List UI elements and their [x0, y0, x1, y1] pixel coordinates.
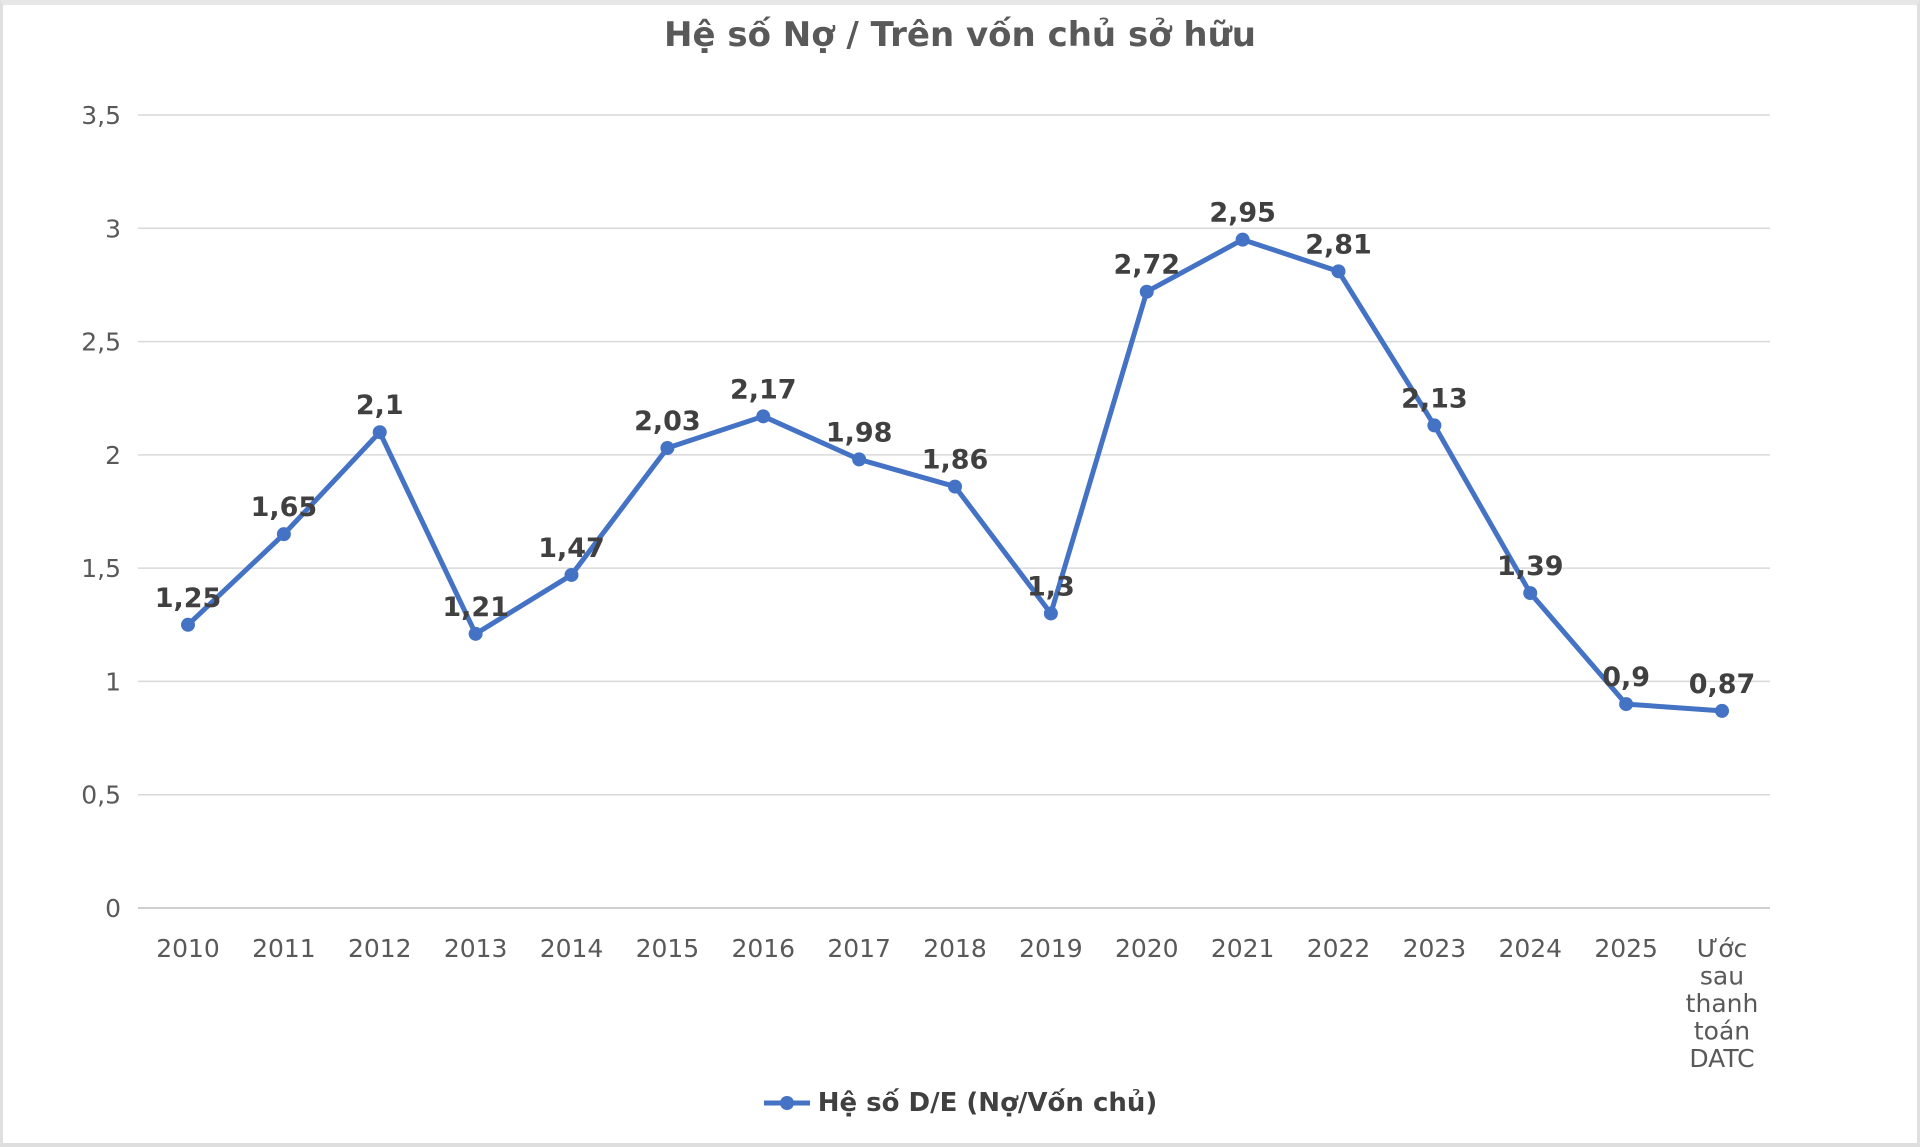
- data-point-label: 1,47: [538, 533, 605, 564]
- y-axis-tick-label: 0,5: [81, 781, 121, 810]
- x-axis-category-label: 2010: [156, 934, 220, 963]
- data-point-marker: [1715, 703, 1729, 718]
- x-axis-category-label: 2025: [1594, 934, 1658, 963]
- line-chart-plot-area: 0 0,5 1 1,5 2 2,5 3 3,5 2010 2011 2012 2013 2014 2015…: [81, 101, 1770, 1073]
- legend-dot: [779, 1096, 794, 1110]
- data-point-marker: [564, 567, 579, 582]
- data-point-marker: [372, 425, 387, 440]
- data-point-marker: [468, 626, 483, 641]
- x-axis-category-label: 2014: [540, 934, 604, 963]
- data-point-marker: [276, 527, 291, 542]
- chart-legend: Hệ số D/E (Nợ/Vốn chủ): [3, 1088, 1917, 1118]
- data-point-marker: [756, 409, 771, 424]
- x-axis-category-label: 2023: [1403, 934, 1467, 963]
- data-point-marker: [181, 617, 195, 632]
- data-point-marker: [660, 441, 675, 456]
- data-point-marker: [1523, 586, 1538, 601]
- y-axis-tick-label: 1,5: [81, 554, 121, 583]
- data-point-marker: [1427, 418, 1442, 433]
- data-point-marker: [1043, 606, 1058, 621]
- x-axis-category-label: 2022: [1307, 934, 1371, 963]
- x-axis-category-label: 2020: [1115, 934, 1179, 963]
- data-point-label: 2,81: [1305, 229, 1372, 260]
- data-point-label: 1,65: [251, 492, 318, 523]
- data-point-label: 0,9: [1602, 662, 1650, 693]
- x-axis-category-label: 2019: [1019, 934, 1083, 963]
- y-axis-tick-label: 1: [105, 667, 121, 696]
- data-point-label: 2,13: [1401, 383, 1468, 414]
- data-point-marker: [1619, 697, 1634, 712]
- x-axis-category-label: 2018: [923, 934, 987, 963]
- x-axis-category-label: 2011: [252, 934, 316, 963]
- data-point-label: 2,72: [1113, 250, 1180, 281]
- data-point-label: 1,3: [1027, 571, 1075, 602]
- data-point-label: 2,03: [634, 406, 701, 437]
- x-axis-category-label: 2015: [636, 934, 700, 963]
- legend-line-marker-icon: [763, 1096, 810, 1110]
- data-point-label: 2,1: [356, 390, 404, 421]
- x-axis-category-label: 2024: [1498, 934, 1562, 963]
- data-point-label: 2,95: [1209, 198, 1276, 229]
- data-point-marker: [948, 479, 962, 494]
- x-axis-category-label: Ước sau thanh toán DATC: [1686, 934, 1759, 1073]
- data-point-marker: [852, 452, 867, 467]
- data-point-label: 1,39: [1497, 551, 1564, 582]
- data-point-label: 1,98: [826, 417, 893, 448]
- chart-title: Hệ số Nợ / Trên vốn chủ sở hữu: [663, 15, 1257, 55]
- y-axis-tick-label: 2: [105, 441, 121, 470]
- x-axis-category-label: 2012: [348, 934, 412, 963]
- data-point-label: 2,17: [730, 374, 797, 405]
- x-axis-category-label: 2016: [731, 934, 795, 963]
- y-axis-tick-label: 2,5: [81, 328, 121, 357]
- y-axis-tick-label: 3: [105, 214, 121, 243]
- legend-series-label: Hệ số D/E (Nợ/Vốn chủ): [817, 1088, 1158, 1118]
- y-axis-tick-label: 3,5: [81, 101, 121, 130]
- data-point-marker: [1235, 232, 1250, 247]
- data-point-label: 0,87: [1689, 669, 1756, 700]
- x-axis-category-label: 2017: [827, 934, 891, 963]
- x-axis-category-label: 2013: [444, 934, 508, 963]
- y-axis-tick-label: 0: [105, 894, 121, 923]
- x-axis-category-label: 2021: [1211, 934, 1275, 963]
- data-point-label: 1,86: [922, 445, 989, 476]
- data-point-marker: [1331, 264, 1346, 279]
- data-point-label: 1,25: [155, 583, 222, 614]
- data-point-label: 1,21: [442, 592, 509, 623]
- data-point-marker: [1139, 284, 1154, 299]
